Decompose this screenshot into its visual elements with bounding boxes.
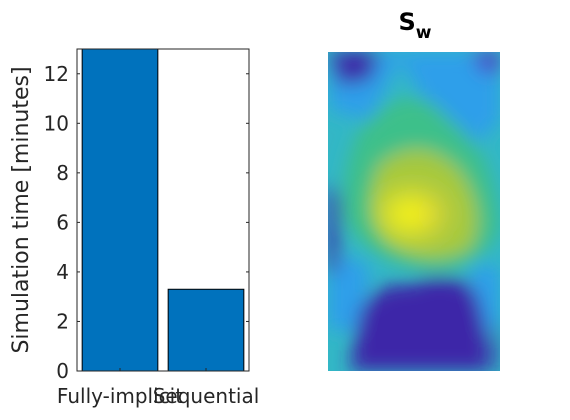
y-tick-label: 8 <box>56 161 69 185</box>
bar-fully-implicit <box>81 48 159 372</box>
y-tick-label: 6 <box>56 210 69 234</box>
bar-axes-box <box>76 48 250 372</box>
y-axis-ticks: 0 2 4 6 8 10 12 <box>44 62 249 383</box>
bar-sequential <box>167 288 245 372</box>
y-tick-label: 12 <box>44 62 69 86</box>
y-axis-label: Simulation time [minutes] <box>9 66 34 353</box>
y-tick-label: 10 <box>44 111 69 135</box>
bars <box>81 48 245 372</box>
x-tick-label: Fully-implicit <box>57 384 183 408</box>
saturation-heatmap: Sw <box>328 8 500 371</box>
heatmap-title: Sw <box>398 8 431 43</box>
y-tick-label: 0 <box>56 359 69 383</box>
heatmap-field <box>328 52 500 371</box>
y-tick-label: 4 <box>56 260 69 284</box>
x-tick-label: Sequential <box>153 384 260 408</box>
y-tick-label: 2 <box>56 309 69 333</box>
